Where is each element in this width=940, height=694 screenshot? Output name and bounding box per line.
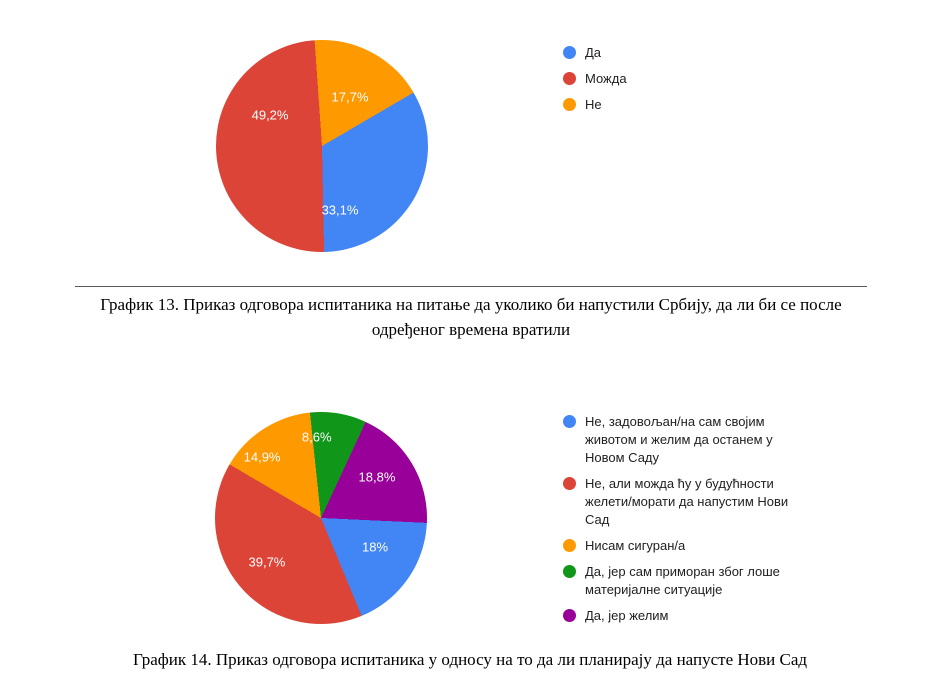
legend-label: Не [585, 97, 602, 112]
pie-chart-grafik-14: 18% 39,7% 14,9% 8,6% 18,8% [215, 412, 427, 624]
slice-percent-label: 18% [362, 539, 389, 555]
legend-color-dot [563, 72, 576, 85]
slice-percent-label: 17,7% [331, 89, 369, 105]
legend-item: Можда [563, 70, 627, 88]
legend-color-dot [563, 539, 576, 552]
legend-color-dot [563, 46, 576, 59]
legend-color-dot [563, 477, 576, 490]
legend-label: Можда [585, 71, 627, 86]
legend-label: Да, јер желим [585, 608, 669, 623]
pie-chart-grafik-13: 33,1% 49,2% 17,7% [216, 40, 428, 252]
legend-label: Да [585, 45, 602, 60]
slice-percent-label: 18,8% [358, 469, 396, 485]
legend-color-dot [563, 565, 576, 578]
caption-grafik-13: График 13. Приказ одговора испитаника на… [75, 286, 867, 342]
slice-percent-label: 14,9% [243, 449, 281, 465]
chart-13-legend: Да Можда Не [563, 44, 627, 122]
slice-percent-label: 8,6% [301, 429, 332, 445]
slice-percent-label: 39,7% [248, 554, 286, 570]
legend-item: Не, али можда ћу у будућности желети/мор… [563, 475, 797, 529]
legend-color-dot [563, 98, 576, 111]
legend-label: Не, задовољан/на сам својим животом и же… [585, 414, 773, 465]
caption-grafik-14: График 14. Приказ одговора испитаника у … [132, 650, 808, 669]
legend-label: Нисам сигуран/а [585, 538, 686, 553]
legend-label: Да, јер сам приморан због лоше материјал… [585, 564, 780, 597]
legend-item: Не [563, 96, 627, 114]
legend-item: Да, јер сам приморан због лоше материјал… [563, 563, 797, 599]
legend-item: Не, задовољан/на сам својим животом и же… [563, 413, 797, 467]
legend-item: Да [563, 44, 627, 62]
slice-percent-label: 49,2% [251, 107, 289, 123]
legend-item: Да, јер желим [563, 607, 797, 625]
chart-14-legend: Не, задовољан/на сам својим животом и же… [563, 413, 797, 633]
legend-color-dot [563, 415, 576, 428]
slice-percent-label: 33,1% [321, 202, 359, 218]
legend-color-dot [563, 609, 576, 622]
legend-label: Не, али можда ћу у будућности желети/мор… [585, 476, 789, 527]
legend-item: Нисам сигуран/а [563, 537, 797, 555]
